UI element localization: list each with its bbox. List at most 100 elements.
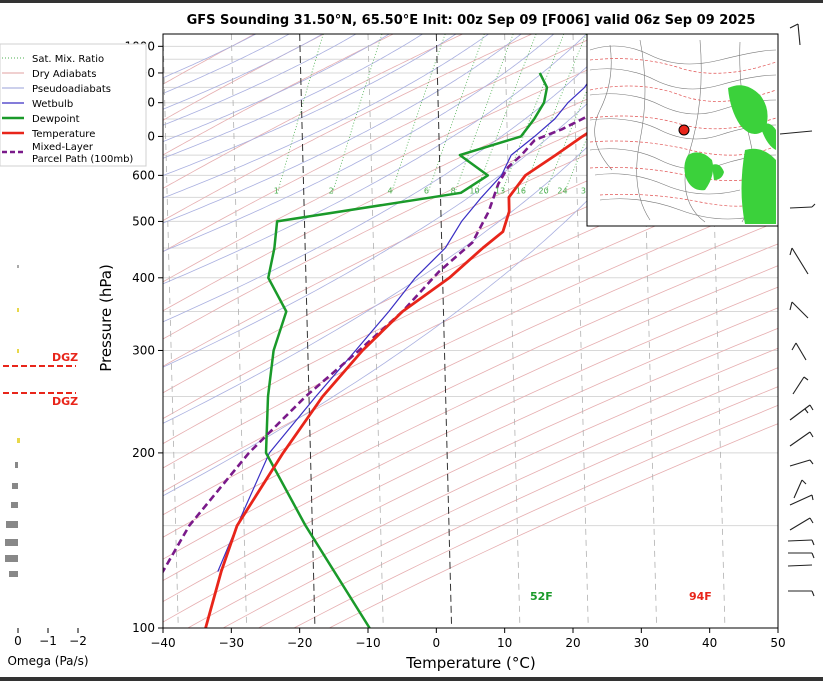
isotherm-line [230,34,247,628]
mix-ratio-label: 2 [329,186,334,195]
legend-label-dewpoint: Dewpoint [32,114,80,125]
wind-barbs [779,23,816,597]
omega-tick-label: −2 [69,634,87,648]
x-axis-ticks: −40 −30 −20 −10 0 10 20 30 40 50 [150,628,786,650]
wind-barb [791,342,807,361]
x-tick-label: −40 [150,636,175,650]
legend-label-pseudo: Pseudoadiabats [32,84,111,95]
pseudoadiabat-line [163,34,257,79]
mix-ratio-line [454,34,514,193]
series-dewpoint [264,72,549,628]
legend-label-temperature: Temperature [31,129,95,140]
surface-temperature-label: 94F [689,590,712,603]
x-tick-label: 30 [634,636,649,650]
pseudoadiabat-line [163,34,423,159]
wind-barb [789,23,801,46]
mix-ratio-label: 10 [469,186,479,195]
legend-label-mix: Sat. Mix. Ratio [32,54,104,65]
omega-bar [5,539,18,546]
mix-ratio-line [475,34,537,193]
dry-adiabat-line [163,34,463,189]
x-tick-label: 20 [565,636,580,650]
y-axis-title: Pressure (hPa) [97,264,115,372]
mix-ratio-label: 8 [451,186,456,195]
dry-adiabat-line [163,220,778,516]
mix-ratio-label: 30 [581,186,591,195]
mix-ratio-line [564,34,632,193]
isotherm-lines [163,34,778,628]
legend-label-parcel: Mixed-Layer [32,142,94,153]
dry-adiabat-line [163,265,778,560]
mix-ratio-line [332,34,383,193]
pseudoadiabat-line [163,34,357,126]
wind-barb [789,203,816,209]
x-tick-label: 50 [770,636,785,650]
dry-adiabat-line [163,34,255,85]
omega-axis-title: Omega (Pa/s) [7,654,88,668]
wind-barb [789,301,809,319]
wind-barb [789,431,814,447]
dry-adiabat-line [163,99,778,394]
pseudoadiabat-line [163,34,390,142]
y-tick-label: 400 [132,271,155,285]
isotherm-line [572,34,589,628]
omega-bar [15,462,18,468]
omega-bar [17,438,20,443]
pseudoadiabat-line [163,34,323,110]
pseudoadiabat-line [163,34,522,224]
mix-ratio-line [545,34,612,193]
mix-ratio-line [522,34,587,193]
pseudoadiabat-line [163,34,489,199]
x-tick-label: 40 [702,636,717,650]
wind-barb [789,247,809,275]
legend: Sat. Mix. Ratio Dry Adiabats Pseudoadiab… [0,43,147,167]
pseudoadiabat-line [163,34,555,252]
omega-bar [6,521,18,528]
dry-adiabat-line [163,307,778,602]
legend-label-wetbulb: Wetbulb [32,99,73,110]
top-border [0,0,823,3]
mix-ratio-line [277,34,324,193]
pseudoadiabat-line [163,34,290,94]
mix-ratio-label: 13 [495,186,505,195]
x-tick-label: −10 [355,636,380,650]
dgz-label-lower: DGZ [52,395,78,408]
wind-barb [779,130,813,135]
omega-tick-label: 0 [14,634,22,648]
wind-barb [789,459,814,467]
dry-adiabat-line [163,34,602,253]
mix-ratio-label: 20 [539,186,549,195]
mix-ratio-label: 16 [516,186,526,195]
dry-adiabat-line [258,386,778,628]
inset-location-marker [678,124,690,136]
y-tick-label: 600 [132,168,155,182]
omega-panel: DGZ DGZ 0 −1 −2 Omega (Pa/s) [3,265,89,668]
inset-map [586,33,779,227]
legend-label-parcel-2: Parcel Path (100mb) [32,154,133,165]
x-tick-label: −20 [287,636,312,650]
isotherm-line [367,34,384,628]
wind-barb [788,552,815,559]
y-tick-label: 300 [132,343,155,357]
omega-tick-label: −1 [39,634,57,648]
omega-bar [5,555,18,562]
omega-bar [12,483,18,489]
legend-box [0,43,147,167]
legend-label-dry: Dry Adiabats [32,69,96,80]
dgz-label-upper: DGZ [52,351,78,364]
dry-adiabat-line [163,34,671,283]
mix-ratio-line [391,34,446,193]
mix-ratio-label: 4 [387,186,392,195]
isotherm-line [777,34,778,50]
bottom-border [0,677,823,681]
dry-adiabat-line [163,327,778,623]
dry-adiabat-line [163,34,533,222]
isotherm-line [504,34,521,628]
wind-barb [787,539,815,546]
freezing-isotherm-line [435,34,453,628]
x-tick-label: 10 [497,636,512,650]
omega-bar [11,502,18,508]
series-wetbulb [217,72,595,572]
dry-adiabat-line [187,347,778,628]
